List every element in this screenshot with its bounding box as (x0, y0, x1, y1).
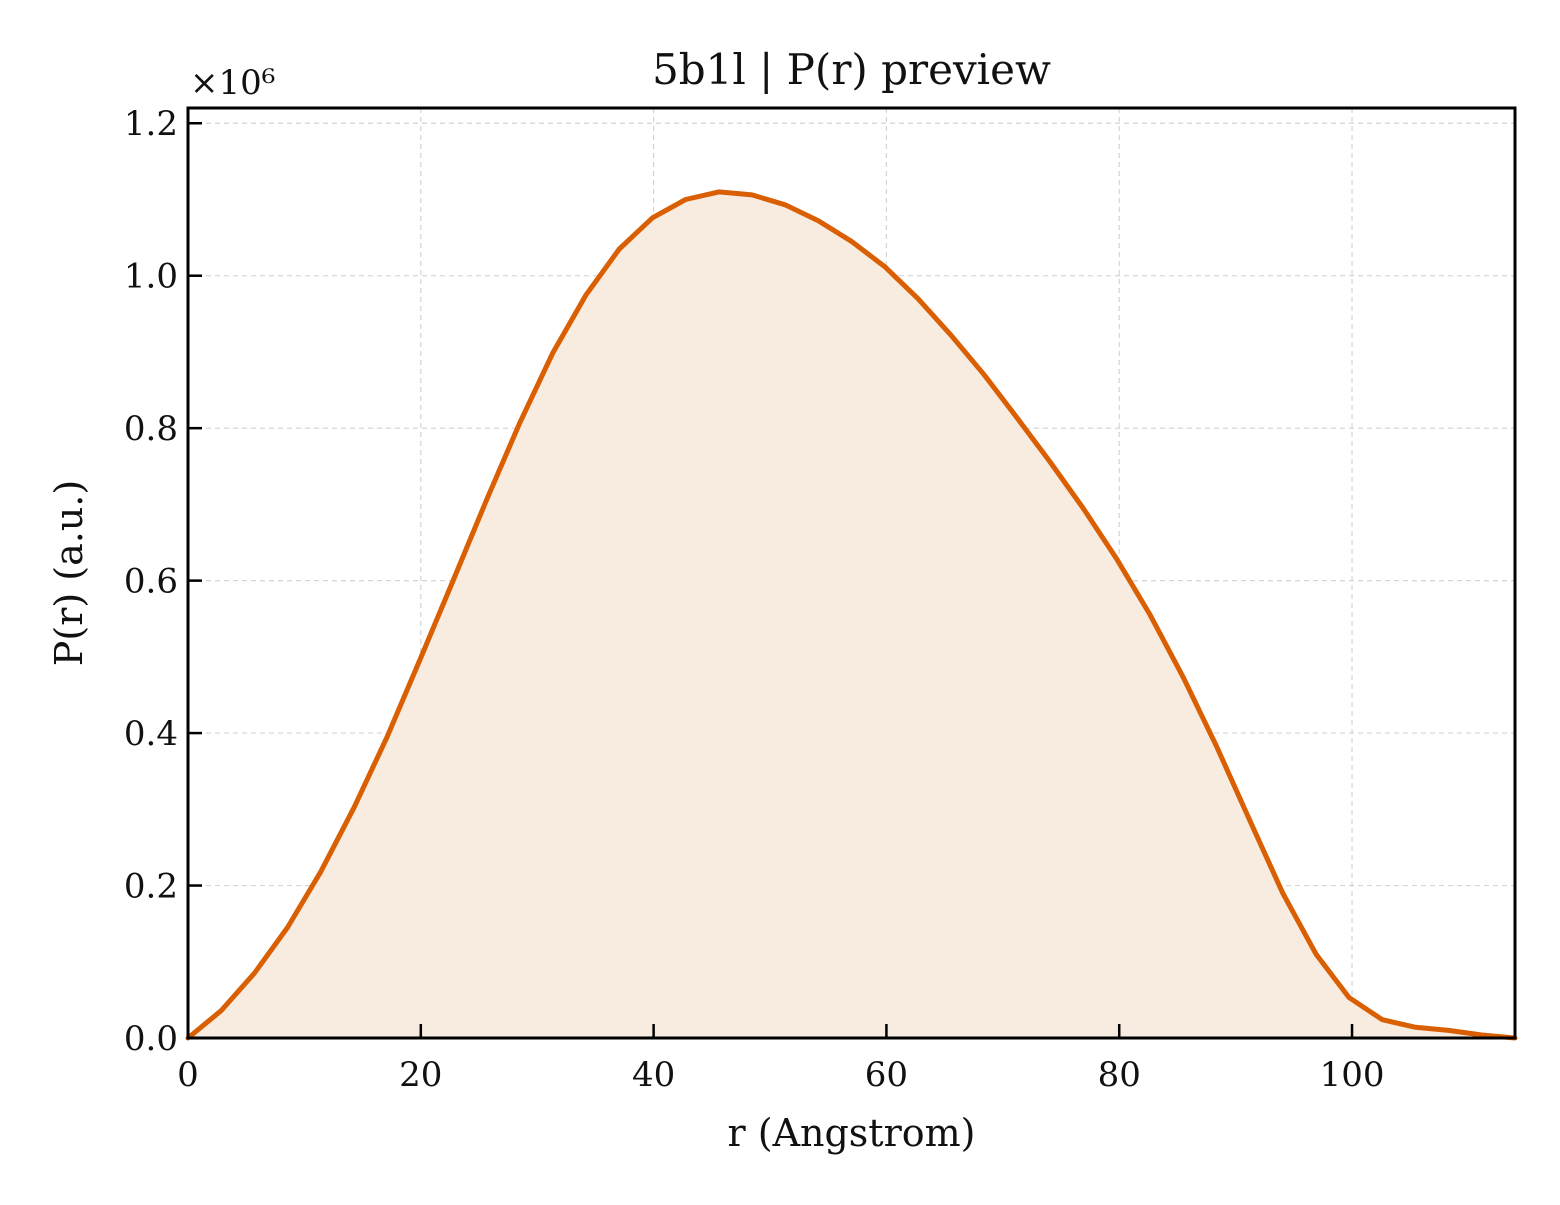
plot-frame (186, 106, 1517, 1040)
ticks: 0 20 40 60 80 100 0.0 0.2 0.4 0.6 0.8 1.0 1.2 (124, 104, 1385, 1095)
pr-area-fill (188, 191, 1515, 1038)
y-scale-multiplier: ×10⁶ (190, 63, 275, 103)
y-tick-label: 0.0 (124, 1019, 178, 1059)
x-tick-label: 0 (177, 1055, 199, 1095)
x-axis-title: r (Angstrom) (728, 1111, 976, 1155)
y-tick-label: 1.0 (124, 257, 178, 297)
y-tick-label: 0.2 (124, 867, 178, 907)
x-tick-label: 80 (1098, 1055, 1141, 1095)
x-tick-label: 100 (1320, 1055, 1385, 1095)
area-layer (188, 191, 1515, 1038)
line-layer (185, 189, 1518, 1041)
y-tick-label: 0.8 (124, 409, 178, 449)
pr-line (185, 189, 1518, 1041)
y-tick-label: 1.2 (124, 104, 178, 144)
x-tick-label: 20 (399, 1055, 442, 1095)
y-tick-label: 0.6 (124, 562, 178, 602)
y-axis-title: P(r) (a.u.) (47, 480, 91, 666)
chart-title: 5b1l | P(r) preview (652, 45, 1051, 94)
x-tick-label: 40 (632, 1055, 675, 1095)
y-tick-label: 0.4 (124, 714, 178, 754)
x-tick-label: 60 (865, 1055, 908, 1095)
